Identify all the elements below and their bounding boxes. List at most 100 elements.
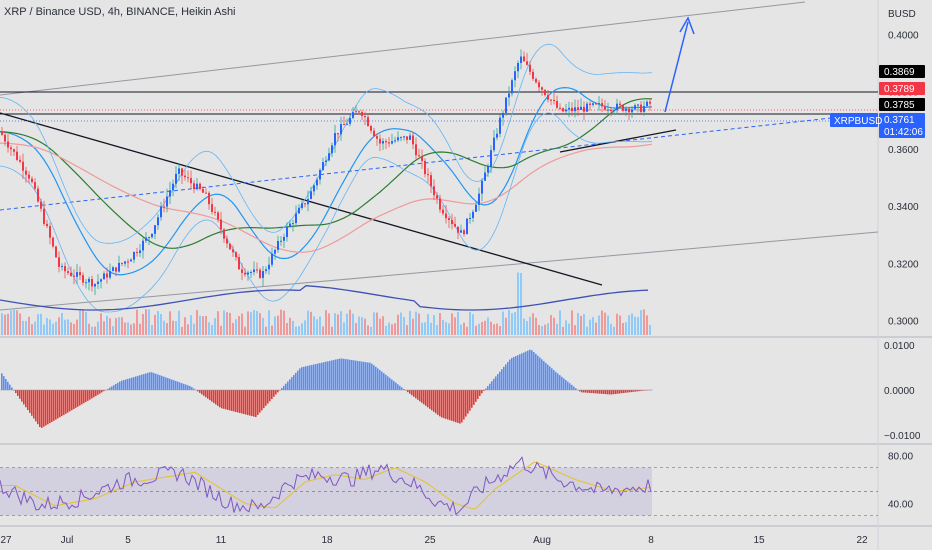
candle-body xyxy=(76,272,78,277)
volume-bar xyxy=(325,310,327,335)
volume-bar xyxy=(559,310,561,335)
price-tag-label: 01:42:06 xyxy=(884,127,923,138)
volume-bar xyxy=(376,312,378,335)
volume-bar xyxy=(223,310,225,335)
volume-bar xyxy=(136,309,138,335)
bollinger-lower-line xyxy=(0,112,653,313)
macd-bar xyxy=(531,350,533,390)
volume-bar xyxy=(454,317,456,335)
candle-body xyxy=(319,170,321,180)
volume-bar xyxy=(499,325,501,335)
candle-body xyxy=(544,89,546,96)
macd-bar xyxy=(75,390,77,408)
volume-bar xyxy=(178,310,180,335)
macd-bar xyxy=(353,360,355,390)
macd-bar xyxy=(499,371,501,390)
time-axis-tick: 8 xyxy=(648,535,654,546)
macd-bar xyxy=(639,390,641,392)
candle-body xyxy=(529,64,531,72)
candle-body xyxy=(157,217,159,226)
macd-bar xyxy=(45,390,47,426)
price-axis-tick: 0.3400 xyxy=(888,202,919,213)
candle-body xyxy=(172,183,174,191)
volume-bar xyxy=(121,317,123,335)
candle-body xyxy=(295,213,297,224)
macd-bar xyxy=(119,381,121,390)
macd-bar xyxy=(283,385,285,390)
time-axis-tick: Jul xyxy=(61,535,74,546)
macd-bar xyxy=(161,375,163,390)
macd-bar xyxy=(303,366,305,390)
volume-bar xyxy=(421,322,423,335)
candle-body xyxy=(13,149,15,152)
candle-body xyxy=(244,272,246,275)
macd-bar xyxy=(169,378,171,390)
volume-bar xyxy=(466,326,468,335)
volume-bar xyxy=(31,324,33,335)
macd-bar xyxy=(459,390,461,424)
macd-bar xyxy=(175,380,177,390)
macd-bar xyxy=(441,390,443,418)
time-axis-tick: 25 xyxy=(424,535,436,546)
volume-bar xyxy=(220,325,222,335)
candle-body xyxy=(631,109,633,113)
candle-body xyxy=(289,223,291,227)
macd-bar xyxy=(297,370,299,390)
time-axis-tick: 15 xyxy=(753,535,765,546)
macd-bar xyxy=(337,359,339,390)
candle-body xyxy=(637,104,639,106)
candle-body xyxy=(49,226,51,238)
volume-bar xyxy=(406,325,408,335)
candle-body xyxy=(100,279,102,282)
candle-body xyxy=(115,267,117,272)
volume-bar xyxy=(73,323,75,335)
volume-bar xyxy=(157,311,159,335)
candle-body xyxy=(553,99,555,101)
volume-bar xyxy=(484,320,486,335)
macd-bar xyxy=(221,390,223,409)
macd-bar xyxy=(463,390,465,420)
volume-bar xyxy=(289,317,291,335)
macd-bar xyxy=(23,390,25,405)
macd-bar xyxy=(155,373,157,390)
volume-ma-line xyxy=(0,285,649,311)
macd-bar xyxy=(461,390,463,423)
macd-bar xyxy=(77,390,79,407)
macd-bar xyxy=(307,365,309,390)
volume-bar xyxy=(25,320,27,335)
macd-bar xyxy=(9,384,11,390)
volume-bar xyxy=(562,326,564,335)
macd-bar xyxy=(29,390,31,413)
volume-bar xyxy=(538,325,540,335)
macd-bar xyxy=(93,390,95,398)
candle-body xyxy=(175,173,177,184)
volume-bar xyxy=(514,312,516,335)
currency-label: BUSD xyxy=(888,9,916,20)
volume-bar xyxy=(76,319,78,335)
volume-bar xyxy=(142,313,144,335)
macd-bar xyxy=(507,361,509,390)
macd-bar xyxy=(129,378,131,390)
volume-bar xyxy=(70,322,72,335)
volume-bar xyxy=(235,319,237,335)
macd-bar xyxy=(1,373,3,390)
candle-body xyxy=(112,267,114,272)
macd-bar xyxy=(551,368,553,390)
volume-bar xyxy=(415,311,417,335)
candle-body xyxy=(523,56,525,62)
price-axis-tick: 0.3000 xyxy=(888,317,919,328)
macd-bar xyxy=(63,390,65,415)
macd-bar xyxy=(439,390,441,417)
macd-bar xyxy=(223,390,225,409)
macd-bar xyxy=(17,390,19,396)
macd-bar xyxy=(363,361,365,390)
macd-bar xyxy=(61,390,63,417)
macd-bar xyxy=(483,390,485,391)
macd-bar xyxy=(497,374,499,390)
candle-body xyxy=(202,188,204,193)
macd-bar xyxy=(619,390,621,394)
candle-body xyxy=(589,103,591,105)
volume-group xyxy=(1,272,651,335)
macd-bar xyxy=(429,390,431,409)
